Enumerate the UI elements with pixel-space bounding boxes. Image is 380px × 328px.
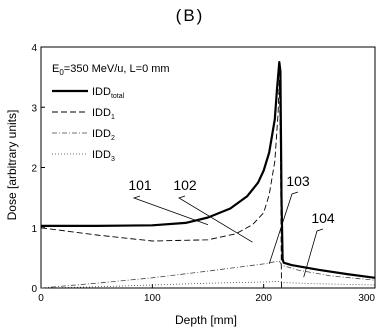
annotation-leader-102: [178, 195, 253, 243]
legend-label-4: IDD3: [92, 149, 115, 163]
series-line-1: [41, 60, 376, 279]
legend-label-2: IDD1: [92, 107, 115, 121]
legend-label-3: IDD2: [92, 128, 115, 142]
annotation-104: 104: [311, 210, 335, 226]
annotation-leader-101: [132, 195, 209, 226]
panel-label: (B): [175, 6, 205, 25]
x-axis-title: Depth [mm]: [175, 313, 237, 327]
y-tick-label: 0: [31, 284, 37, 295]
series-line-4: [40, 280, 376, 289]
x-tick-label: 300: [358, 293, 375, 304]
x-tick-label: 200: [255, 293, 272, 304]
y-tick-label: 2: [31, 164, 37, 175]
x-tick-label: 0: [38, 293, 44, 304]
annotation-101: 101: [128, 177, 152, 193]
condition-text: E0=350 MeV/u, L=0 mm: [52, 63, 170, 77]
legend-label-1: IDDtotal: [92, 86, 125, 100]
series-line-2: [40, 79, 282, 289]
series-line-3: [40, 260, 376, 289]
x-tick-label: 100: [144, 293, 161, 304]
y-axis-title: Dose [arbitrary units]: [5, 110, 19, 221]
y-tick-label: 3: [31, 103, 37, 114]
annotation-102: 102: [173, 177, 197, 193]
plot-frame: [40, 46, 376, 289]
annotation-leader-103: [268, 191, 299, 265]
annotation-leader-104: [303, 228, 324, 278]
y-tick-label: 1: [31, 224, 37, 235]
y-tick-label: 4: [31, 43, 37, 54]
annotation-103: 103: [286, 173, 310, 189]
